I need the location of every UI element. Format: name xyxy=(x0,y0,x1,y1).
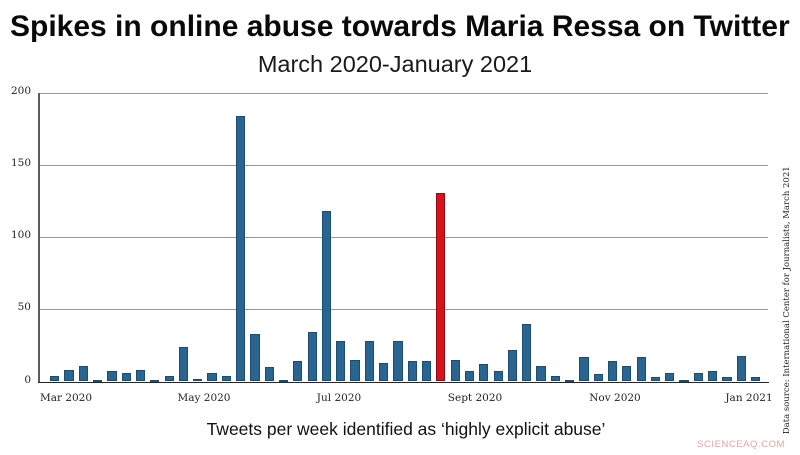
y-axis-line xyxy=(38,93,40,382)
bar xyxy=(264,367,274,382)
bar xyxy=(364,341,374,382)
gridline-200 xyxy=(38,93,768,95)
bar xyxy=(622,365,632,382)
bar xyxy=(64,369,74,382)
bar xyxy=(736,355,746,382)
bar xyxy=(50,375,60,382)
bar xyxy=(250,333,260,382)
bar xyxy=(307,332,317,382)
bar xyxy=(379,362,389,382)
bar xyxy=(293,361,303,382)
y-tick-label: 150 xyxy=(10,157,31,170)
x-tick-label: May 2020 xyxy=(177,392,231,404)
bar xyxy=(550,375,560,382)
bar xyxy=(393,341,403,382)
y-tick-label: 50 xyxy=(17,301,31,314)
bar xyxy=(708,371,718,382)
chart-title: Spikes in online abuse towards Maria Res… xyxy=(10,9,790,43)
gridline-150 xyxy=(38,165,768,167)
bar xyxy=(207,372,217,382)
y-tick-label: 0 xyxy=(24,373,31,386)
bar xyxy=(221,375,231,382)
bar xyxy=(579,356,589,382)
bar xyxy=(178,346,189,382)
x-tick-label: Sept 2020 xyxy=(447,392,503,404)
bar xyxy=(636,356,646,382)
watermark: SCIENCEAQ.COM xyxy=(697,439,785,450)
bar xyxy=(450,359,460,382)
bar xyxy=(493,371,503,382)
bar xyxy=(650,377,661,382)
bar xyxy=(522,323,532,382)
bar xyxy=(336,341,346,382)
bar xyxy=(607,361,618,382)
y-tick-label: 100 xyxy=(10,229,31,242)
bar xyxy=(407,361,417,382)
x-axis-caption: Tweets per week identified as ‘highly ex… xyxy=(206,419,606,439)
x-tick-label: Jul 2020 xyxy=(316,392,362,404)
bar xyxy=(321,211,332,382)
bar xyxy=(135,369,146,382)
bar xyxy=(750,377,761,382)
bar xyxy=(121,372,131,382)
bar xyxy=(107,371,117,382)
bar xyxy=(722,377,732,382)
bar xyxy=(422,361,432,382)
gridline-100 xyxy=(38,237,768,239)
bar xyxy=(536,365,546,382)
bar xyxy=(507,349,517,382)
bar xyxy=(479,364,489,382)
x-tick-label: Nov 2020 xyxy=(589,392,641,404)
x-axis-line xyxy=(38,381,769,384)
bar xyxy=(78,365,88,382)
x-tick-label: Jan 2021 xyxy=(725,392,773,404)
bar xyxy=(193,378,203,382)
bar xyxy=(593,374,603,382)
source-note: Data source: International Center for Jo… xyxy=(781,166,792,435)
gridline-50 xyxy=(38,309,768,311)
x-tick-label: Mar 2020 xyxy=(39,392,93,404)
bar xyxy=(350,359,360,382)
bar xyxy=(236,116,246,382)
bar xyxy=(164,375,174,382)
chart-subtitle: March 2020-January 2021 xyxy=(257,51,533,77)
bar xyxy=(665,372,675,382)
bar xyxy=(693,372,703,382)
bar-highlighted xyxy=(436,192,446,382)
y-tick-label: 200 xyxy=(10,85,31,98)
bar xyxy=(464,371,475,382)
